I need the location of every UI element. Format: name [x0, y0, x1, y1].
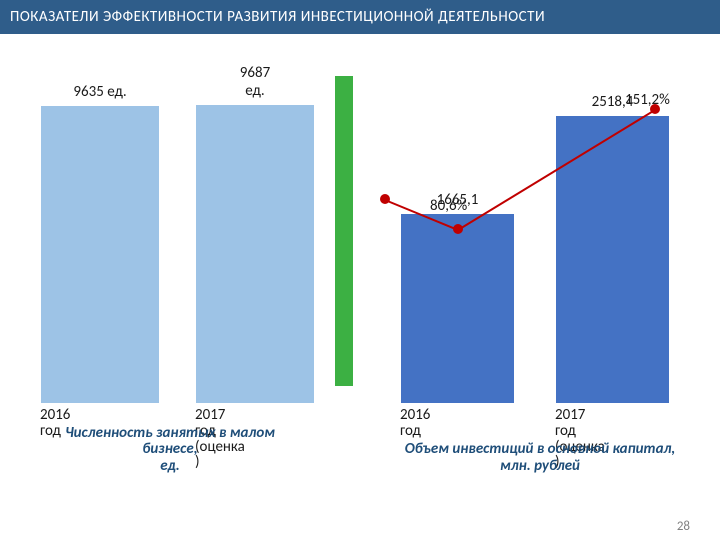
- left-bar-0: [40, 105, 160, 404]
- left-chart-title: Численность занятых в малом бизнесе, ед.: [40, 425, 300, 475]
- left-value-1: 9687 ед.: [185, 64, 325, 100]
- header-bar: ПОКАЗАТЕЛИ ЭФФЕКТИВНОСТИ РАЗВИТИЯ ИНВЕСТ…: [0, 0, 720, 34]
- left-bar-1: [195, 104, 315, 404]
- right-chart: 1665,12016 год2518,42017 год (оценка ) 8…: [370, 34, 710, 464]
- right-chart-title: Объем инвестиций в основной капитал, млн…: [390, 441, 690, 474]
- divider: [335, 76, 353, 386]
- right-bar-1: [555, 115, 670, 404]
- right-label-0: 2016 год: [400, 408, 480, 440]
- left-value-0: 9635 ед.: [30, 83, 170, 101]
- right-value-1: 2518,4: [543, 93, 683, 111]
- header-title: ПОКАЗАТЕЛИ ЭФФЕКТИВНОСТИ РАЗВИТИЯ ИНВЕСТ…: [10, 8, 545, 26]
- right-bars-wrap: 1665,12016 год2518,42017 год (оценка ): [370, 94, 710, 404]
- left-chart: 9635 ед.2016 год9687 ед.2017 год (оценка…: [0, 34, 335, 464]
- left-bars-wrap: 9635 ед.2016 год9687 ед.2017 год (оценка…: [0, 94, 335, 404]
- charts-area: 9635 ед.2016 год9687 ед.2017 год (оценка…: [0, 34, 720, 464]
- right-bar-0: [400, 213, 515, 404]
- page-number: 28: [677, 519, 690, 534]
- right-value-0: 1665,1: [388, 191, 528, 209]
